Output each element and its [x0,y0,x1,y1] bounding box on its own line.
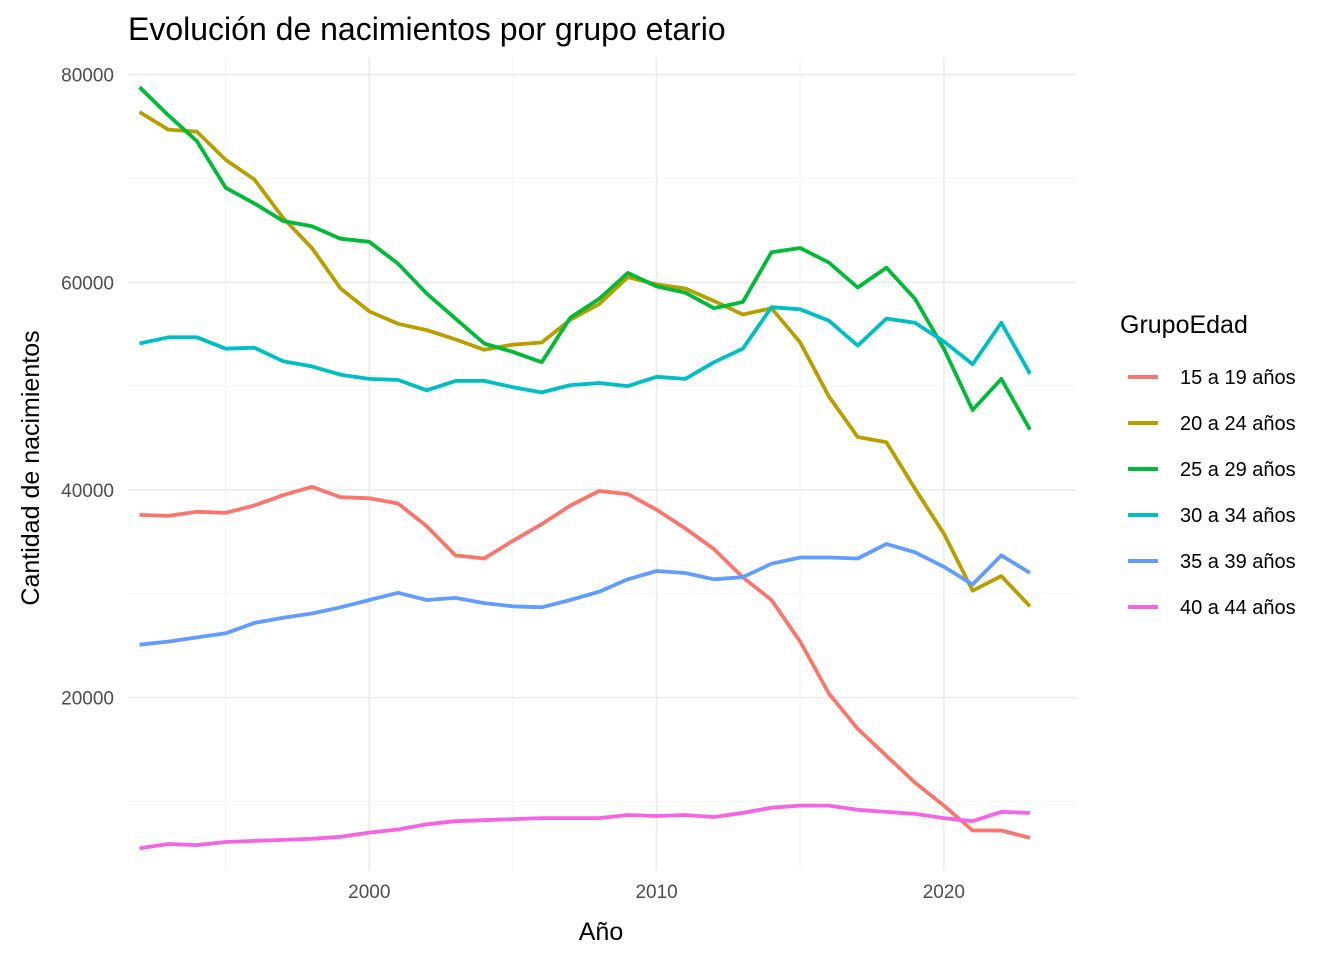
x-tick-label: 2000 [348,882,390,903]
legend-title: GrupoEdad [1120,311,1248,339]
legend-label: 30 a 34 años [1180,505,1296,527]
legend: GrupoEdad 15 a 19 años 20 a 24 años 25 a 2… [1120,311,1296,619]
y-tick-label: 40000 [61,481,114,502]
legend-label: 20 a 24 años [1180,413,1296,435]
x-tick-label: 2020 [923,882,965,903]
series-lines [138,85,1032,851]
y-axis-ticks: 20000 40000 60000 80000 [61,66,114,710]
series-line [139,542,1031,647]
y-tick-label: 60000 [61,273,114,294]
x-axis-title: Año [579,918,623,946]
legend-label: 15 a 19 años [1180,367,1296,389]
series-line [138,85,1032,431]
legend-label: 40 a 44 años [1180,597,1296,619]
series-line [139,305,1032,395]
legend-label: 25 a 29 años [1180,459,1296,481]
y-axis-title: Cantidad de nacimientos [17,330,45,605]
y-tick-label: 20000 [61,689,114,710]
legend-label: 35 a 39 años [1180,551,1296,573]
series-line [139,803,1031,851]
grid [128,58,1076,870]
series-line [139,484,1031,840]
x-axis-ticks: 2000 2010 2020 [348,882,965,903]
y-tick-label: 80000 [61,66,114,87]
legend-items: 15 a 19 años 20 a 24 años 25 a 29 años 30 a… [1128,367,1296,619]
chart-title: Evolución de nacimientos por grupo etari… [128,11,726,47]
x-tick-label: 2010 [635,882,677,903]
